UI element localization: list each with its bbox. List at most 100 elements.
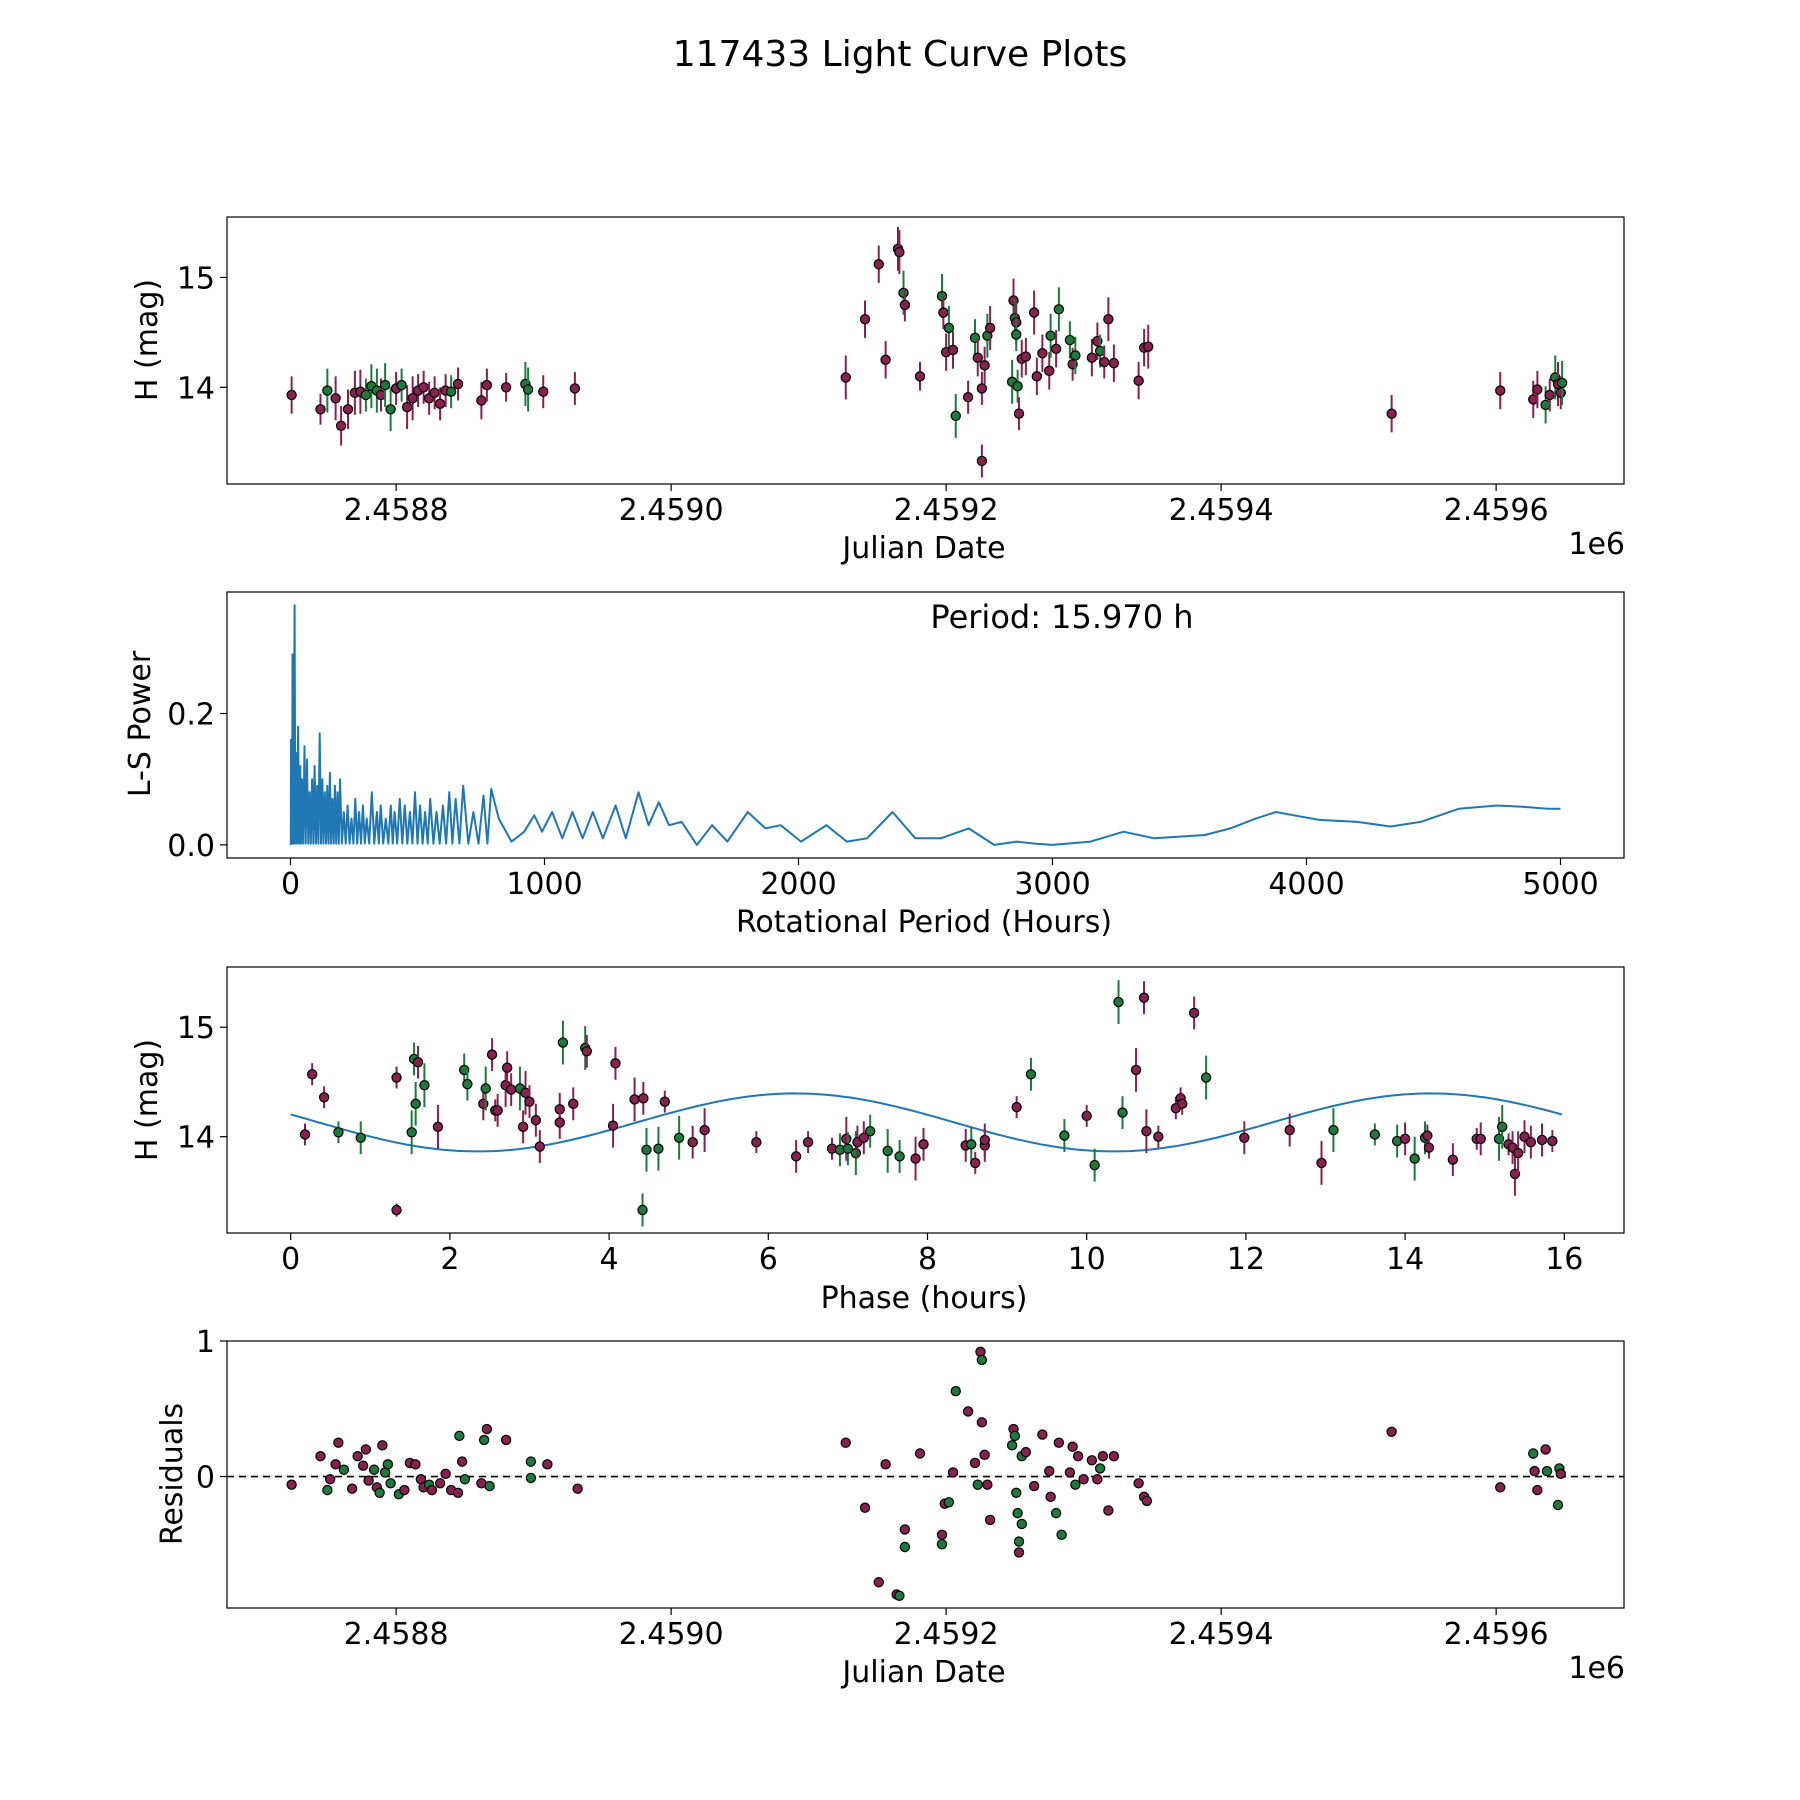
- residuals-point: [894, 1590, 905, 1602]
- periodogram-xtick-label: 2000: [760, 867, 836, 902]
- residuals-point: [899, 1524, 911, 1535]
- lightcurve-xlabel: Julian Date: [840, 531, 1005, 566]
- lightcurve-point: [898, 287, 909, 299]
- phase-point: [1059, 1130, 1070, 1141]
- residuals-point: [1016, 1518, 1027, 1530]
- lightcurve-point: [976, 383, 988, 394]
- phase-point: [1025, 1069, 1037, 1080]
- residuals-point: [1528, 1448, 1539, 1459]
- periodogram-xtick-label: 4000: [1268, 867, 1344, 902]
- residuals-point: [322, 1484, 333, 1496]
- phase-point: [1188, 1007, 1200, 1019]
- lightcurve-ytick-label: 14: [177, 371, 215, 406]
- residuals-point: [840, 1437, 851, 1448]
- lightcurve-ytick-label: 15: [177, 261, 215, 296]
- lightcurve-point: [1556, 377, 1568, 389]
- phase-point: [638, 1093, 649, 1104]
- phase-point: [492, 1105, 503, 1116]
- residuals-point: [1094, 1463, 1106, 1474]
- residuals-xtick-label: 2.4588: [344, 1617, 449, 1652]
- lightcurve-point: [335, 420, 347, 431]
- phase-points: [299, 980, 1558, 1227]
- periodogram-ytick-label: 0.2: [167, 698, 215, 733]
- residuals-point: [1552, 1499, 1564, 1511]
- periodogram-xtick-label: 5000: [1522, 867, 1598, 902]
- phase-point: [530, 1115, 542, 1126]
- lightcurve-points: [286, 226, 1568, 478]
- residuals-ylabel: Residuals: [155, 1403, 190, 1545]
- phase-ylabel: H (mag): [130, 1039, 165, 1161]
- residuals-point: [1064, 1467, 1076, 1478]
- residuals-point: [484, 1480, 495, 1492]
- residuals-point: [1072, 1451, 1084, 1462]
- phase-point: [864, 1125, 876, 1137]
- residuals-point: [525, 1456, 537, 1467]
- residuals-point: [1028, 1480, 1040, 1492]
- phase-xtick-label: 2: [440, 1242, 459, 1277]
- lightcurve-point: [1013, 408, 1025, 419]
- lightcurve-point: [1386, 408, 1397, 419]
- periodogram-xtick-label: 3000: [1014, 867, 1090, 902]
- phase-xtick-label: 12: [1227, 1242, 1265, 1277]
- residuals-xtick-label: 2.4596: [1444, 1617, 1549, 1652]
- lightcurve-point: [429, 387, 440, 399]
- phase-point: [299, 1129, 311, 1140]
- phase-point: [355, 1132, 366, 1143]
- residuals-point: [1103, 1505, 1114, 1516]
- phase-point: [637, 1204, 648, 1216]
- lightcurve-point: [522, 384, 534, 395]
- lightcurve-point: [894, 246, 905, 258]
- phase-point: [1177, 1098, 1188, 1110]
- lightcurve-point: [947, 344, 959, 356]
- phase-point: [641, 1144, 652, 1156]
- residuals-point: [1044, 1465, 1055, 1477]
- phase-point: [581, 1046, 592, 1057]
- residuals-point: [1067, 1441, 1078, 1452]
- phase-xtick-label: 4: [600, 1242, 619, 1277]
- lightcurve-point: [569, 383, 581, 394]
- lightcurve-point: [1099, 356, 1110, 368]
- lightcurve-point: [1044, 365, 1055, 377]
- lightcurve-point: [1143, 341, 1154, 352]
- residuals-point: [979, 1449, 990, 1461]
- residuals-point: [899, 1541, 911, 1553]
- residuals-point: [324, 1474, 336, 1485]
- residuals-point: [1555, 1468, 1566, 1480]
- phase-xtick-label: 14: [1386, 1242, 1424, 1277]
- lightcurve-point: [1012, 381, 1023, 392]
- phase-point: [1328, 1124, 1339, 1136]
- periodogram-xtick-label: 1000: [506, 867, 582, 902]
- lightcurve-point: [385, 404, 396, 415]
- residuals-point: [1070, 1479, 1081, 1490]
- lightcurve-point: [1045, 330, 1056, 341]
- residuals-point: [1386, 1426, 1397, 1438]
- residuals-point: [943, 1497, 955, 1508]
- residuals-point: [382, 1459, 394, 1470]
- phase-point: [970, 1157, 981, 1169]
- residuals-point: [459, 1474, 471, 1485]
- phase-axes-frame: [226, 966, 1625, 1234]
- residuals-point: [1037, 1429, 1048, 1440]
- residuals-point: [368, 1464, 380, 1475]
- phase-point: [1081, 1110, 1092, 1122]
- phase-point: [1475, 1133, 1486, 1145]
- residuals-point: [1495, 1482, 1506, 1493]
- phase-panel: Phase (hours) H (mag) 0 2 4 6 8 10 12 14 16 14 15: [130, 966, 1625, 1316]
- residuals-point: [1012, 1507, 1023, 1519]
- residuals-point: [500, 1434, 512, 1446]
- residuals-point: [357, 1460, 369, 1471]
- residuals-point: [976, 1354, 988, 1366]
- phase-point: [568, 1098, 579, 1110]
- phase-point: [699, 1124, 710, 1136]
- phase-point: [1200, 1072, 1212, 1083]
- lightcurve-xtick-label: 2.4594: [1169, 493, 1274, 528]
- lightcurve-point: [452, 378, 464, 390]
- lightcurve-point: [1031, 371, 1043, 382]
- phase-point: [1138, 992, 1150, 1003]
- residuals-point: [1011, 1487, 1022, 1498]
- lightcurve-panel: Julian Date H (mag) 1e6 2.4588 2.4590 2.45…: [130, 216, 1625, 566]
- phase-point: [653, 1143, 664, 1154]
- lightcurve-ylabel: H (mag): [130, 279, 165, 401]
- residuals-point: [454, 1430, 465, 1442]
- residuals-point: [1108, 1451, 1120, 1462]
